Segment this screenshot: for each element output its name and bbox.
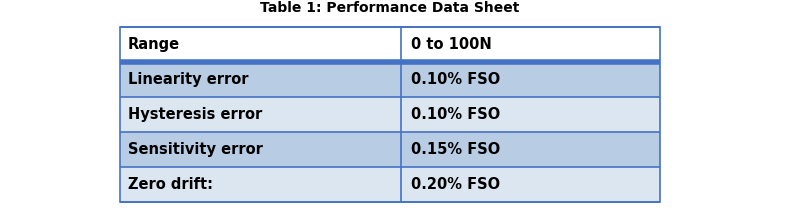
Bar — [120, 62, 660, 97]
Text: Sensitivity error: Sensitivity error — [128, 142, 263, 157]
Bar — [120, 27, 660, 62]
Text: Zero drift:: Zero drift: — [128, 177, 213, 192]
Text: 0.15% FSO: 0.15% FSO — [411, 142, 500, 157]
Text: Range: Range — [128, 37, 180, 52]
Text: 0 to 100N: 0 to 100N — [411, 37, 491, 52]
Text: 0.10% FSO: 0.10% FSO — [411, 107, 500, 122]
Text: Table 1: Performance Data Sheet: Table 1: Performance Data Sheet — [261, 1, 520, 15]
Bar — [120, 27, 660, 202]
Bar — [120, 132, 660, 167]
Text: Hysteresis error: Hysteresis error — [128, 107, 262, 122]
Text: Linearity error: Linearity error — [128, 72, 249, 87]
Bar — [120, 167, 660, 202]
Bar — [120, 97, 660, 132]
Text: 0.10% FSO: 0.10% FSO — [411, 72, 500, 87]
Text: 0.20% FSO: 0.20% FSO — [411, 177, 500, 192]
